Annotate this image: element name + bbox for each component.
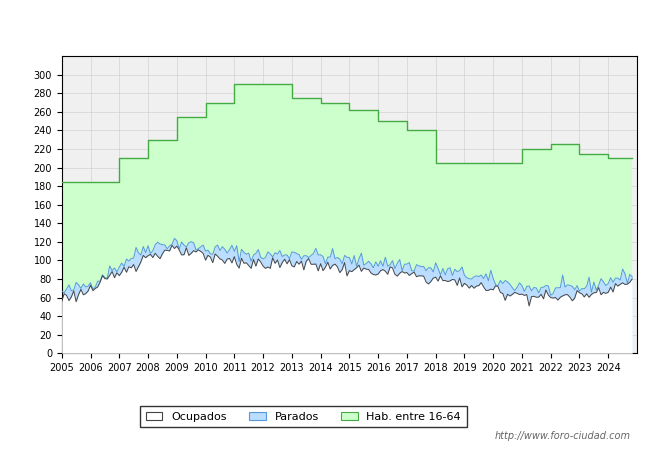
Text: http://www.foro-ciudad.com: http://www.foro-ciudad.com bbox=[495, 431, 630, 441]
Text: Navas de San Antonio - Evolucion de la poblacion en edad de Trabajar Noviembre d: Navas de San Antonio - Evolucion de la p… bbox=[34, 21, 616, 31]
Legend: Ocupados, Parados, Hab. entre 16-64: Ocupados, Parados, Hab. entre 16-64 bbox=[140, 406, 467, 428]
